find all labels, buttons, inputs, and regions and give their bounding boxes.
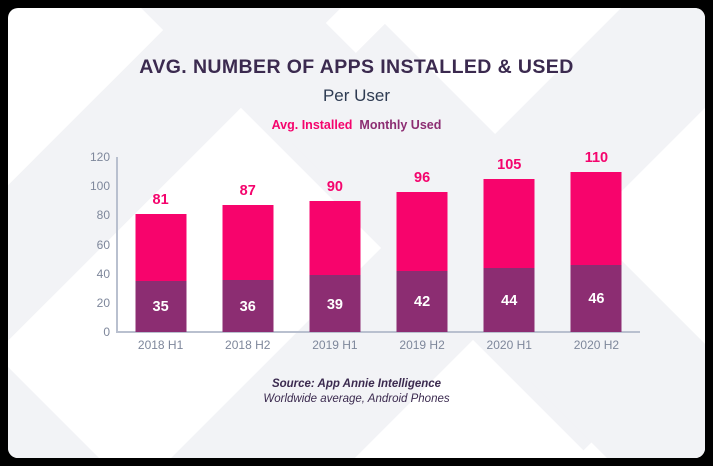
bar-label-avg-installed: 110 [584, 149, 609, 166]
y-axis-tick: 0 [103, 325, 110, 339]
x-axis-tick: 2019 H1 [312, 338, 358, 352]
note-text: Worldwide average, Android Phones [263, 393, 450, 405]
bar-group[interactable]: 36 87 2018 H2 [204, 157, 291, 352]
chart-footer: Source: App Annie Intelligence Worldwide… [8, 378, 705, 405]
bar-group[interactable]: 42 96 2019 H2 [379, 157, 466, 352]
bar-group[interactable]: 46 110 2020 H2 [553, 150, 640, 352]
bar-label-monthly-used: 44 [501, 292, 518, 309]
bar-group[interactable]: 39 90 2019 H1 [291, 157, 378, 352]
bar-label-monthly-used: 35 [152, 299, 169, 316]
chart-header: AVG. NUMBER OF APPS INSTALLED & USED Per… [8, 8, 705, 132]
bar-label-monthly-used: 42 [414, 294, 431, 311]
source-text: Source: App Annie Intelligence [271, 378, 442, 390]
bar-segment-avg-installed[interactable] [135, 213, 187, 281]
bar-series-container: 35 81 2018 H1 36 87 2018 H2 39 90 2019 H1 42 96 201… [117, 150, 640, 352]
y-axis-tick: 60 [96, 237, 110, 252]
stacked-bar[interactable]: 36 [222, 205, 274, 332]
x-axis-tick: 2020 H1 [486, 338, 532, 352]
stacked-bar[interactable]: 44 [483, 178, 535, 332]
chart-title: AVG. NUMBER OF APPS INSTALLED & USED [139, 56, 574, 78]
bar-segment-avg-installed[interactable] [396, 192, 448, 271]
bar-label-avg-installed: 96 [414, 170, 431, 186]
x-axis-tick: 2019 H2 [399, 338, 445, 352]
bar-label-avg-installed: 105 [497, 156, 522, 173]
bar-label-avg-installed: 87 [239, 183, 256, 200]
stacked-bar[interactable]: 42 [396, 192, 448, 332]
bar-label-monthly-used: 46 [588, 291, 605, 308]
stacked-bar[interactable]: 46 [570, 171, 622, 332]
bar-label-avg-installed: 90 [326, 178, 343, 195]
y-axis-tick: 100 [89, 179, 110, 194]
x-axis-tick: 2018 H2 [225, 338, 271, 352]
bar-group[interactable]: 44 105 2020 H1 [466, 156, 553, 352]
bar-segment-monthly-used[interactable]: 39 [309, 275, 361, 332]
legend-item-avg-installed: Avg. Installed [271, 118, 353, 132]
chart-legend: Avg. Installed Monthly Used [8, 106, 705, 132]
x-axis-tick: 2018 H1 [137, 338, 184, 352]
bar-segment-monthly-used[interactable]: 35 [135, 280, 187, 332]
bar-segment-avg-installed[interactable] [309, 200, 361, 276]
stacked-bar[interactable]: 35 [135, 213, 187, 332]
bar-label-monthly-used: 36 [239, 298, 256, 315]
legend-item-monthly-used: Monthly Used [359, 118, 442, 132]
bar-segment-monthly-used[interactable]: 42 [396, 270, 448, 332]
bar-segment-avg-installed[interactable] [222, 205, 274, 280]
y-axis-tick: 80 [96, 208, 110, 223]
bar-label-avg-installed: 81 [152, 191, 169, 208]
bar-segment-avg-installed[interactable] [483, 178, 535, 268]
y-axis-tick: 20 [96, 295, 110, 310]
bar-segment-monthly-used[interactable]: 46 [570, 264, 622, 332]
bar-segment-monthly-used[interactable]: 36 [222, 279, 274, 332]
bar-segment-monthly-used[interactable]: 44 [483, 267, 535, 332]
y-axis-tick: 120 [89, 150, 110, 164]
chart-card: AVG. NUMBER OF APPS INSTALLED & USED Per… [8, 8, 705, 458]
stacked-bar[interactable]: 39 [309, 200, 361, 332]
bar-segment-avg-installed[interactable] [570, 171, 622, 265]
chart-subtitle: Per User [322, 86, 391, 105]
bar-label-monthly-used: 39 [326, 296, 343, 313]
x-axis-tick: 2020 H2 [573, 338, 620, 352]
y-axis-tick: 40 [96, 266, 110, 281]
bar-group[interactable]: 35 81 2018 H1 [117, 157, 204, 352]
